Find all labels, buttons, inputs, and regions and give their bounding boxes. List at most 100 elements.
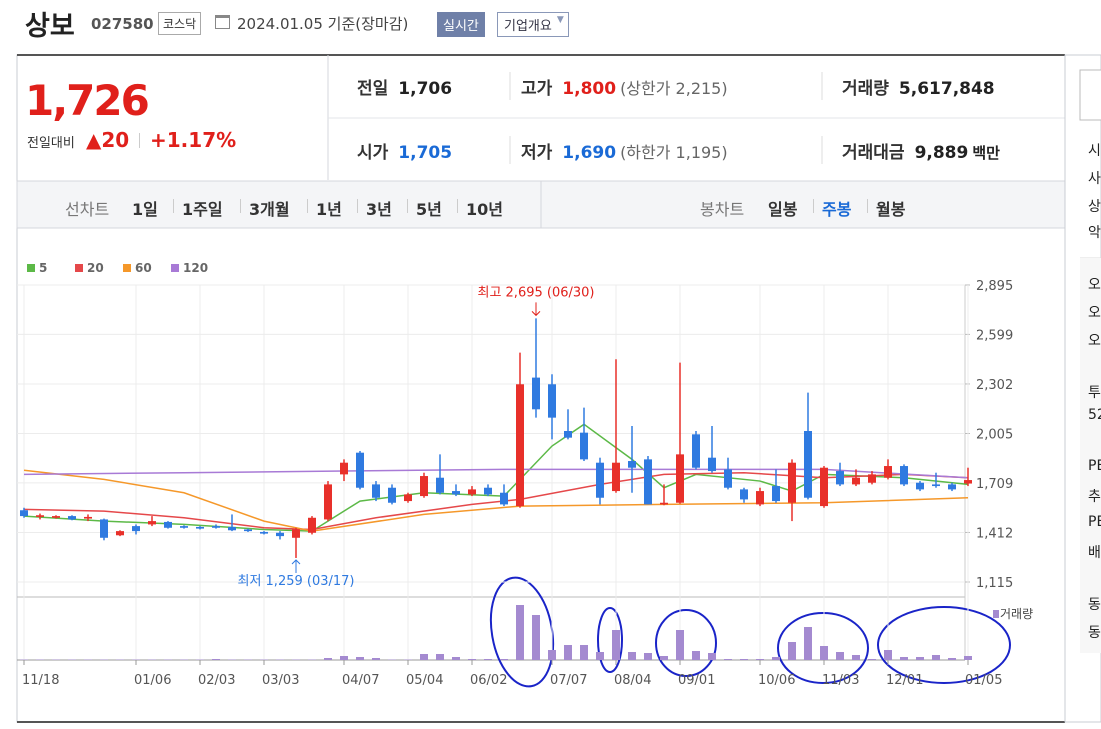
candle-body [596,462,604,498]
change-value: 20 [101,128,130,152]
volume-bar [724,659,732,660]
candle-body [372,484,380,498]
y-tick-label: 1,115 [976,576,1013,591]
tab[interactable]: 5년 [416,200,442,219]
tab[interactable]: 1일 [132,200,158,219]
candle-body [420,476,428,497]
volume-bar [516,605,524,660]
candle-body [116,531,124,536]
tab[interactable]: 1년 [316,200,342,219]
stat: 거래량 5,617,848 [842,74,995,99]
candle-body [644,459,652,505]
candle-body [548,384,556,418]
sidebar-text: 오 [1088,333,1101,349]
candle-body [660,502,668,505]
stat-unit: 백만 [972,144,1000,162]
sidebar-text: 상 [1088,199,1101,215]
candle-body [244,529,252,532]
volume-bar [852,655,860,660]
tab[interactable]: 일봉 [768,200,798,219]
sidebar-text: PE [1088,514,1101,530]
candle-body [292,529,300,538]
tab[interactable]: 3년 [366,200,392,219]
candle-body [580,432,588,460]
volume-bar [964,656,972,660]
candle-body [788,462,796,503]
stat-label: 거래대금 [842,143,905,163]
candle-body [964,480,972,484]
candle-body [516,384,524,507]
volume-bar [372,658,380,660]
tab[interactable]: 10년 [466,200,503,219]
volume-bar [468,659,476,660]
tab-divider [173,199,174,213]
candle-body [772,486,780,502]
legend-swatch [75,264,83,272]
stat: 거래대금 9,889 백만 [842,138,1000,163]
candle-body [948,484,956,490]
stat-value: 1,705 [398,143,453,163]
sidebar-input [1079,69,1101,121]
sidebar-text: 동 [1088,597,1101,613]
y-tick-label: 2,895 [976,279,1013,294]
x-tick-label: 01/06 [134,673,171,688]
volume-bar [788,642,796,660]
x-tick-label: 08/04 [614,673,651,688]
candle-body [52,516,60,518]
change: ▲20 [86,128,129,152]
volume-bar [772,657,780,660]
volume-bar [948,658,956,660]
volume-bar [212,659,220,660]
stock-name: 상보 [25,11,75,42]
candle-body [532,377,540,410]
volume-bar [532,615,540,660]
tab-divider [240,199,241,213]
tab-divider [457,199,458,213]
tab[interactable]: 월봉 [876,200,906,219]
x-tick-label: 02/03 [198,673,235,688]
candle-body [756,491,764,505]
candle-body [900,466,908,485]
candle-body [196,526,204,529]
candle-body [676,454,684,503]
x-tick-label: 09/01 [678,673,715,688]
candle-body [20,510,28,517]
date: 2024.01.05 기준(장마감) [237,15,409,33]
stat-value: 1,690 [562,143,617,163]
sidebar-text: 투 [1088,385,1101,401]
candle-body [436,477,444,493]
candle-body [740,489,748,500]
tab[interactable]: 3개월 [249,200,290,219]
tab-label: 선차트 [65,200,110,219]
volume-bar [708,653,716,660]
volume-bar [500,659,508,660]
volume-bar [628,652,636,660]
legend-label: 120 [183,261,208,275]
candle-body [36,515,44,517]
tab[interactable]: 주봉 [822,200,852,219]
sidebar-text: PE [1088,458,1101,474]
volume-bar [340,656,348,660]
sidebar-text: 오 [1088,305,1101,321]
candle-body [628,461,636,468]
candle-body [260,531,268,534]
change-pct: +1.17% [150,128,237,152]
candle-body [868,474,876,483]
legend-swatch [27,264,35,272]
sidebar-text: 사 [1088,171,1101,187]
volume-bar [676,630,684,660]
sidebar-text: 오 [1088,277,1101,293]
tab[interactable]: 1주일 [182,200,223,219]
company-button[interactable]: 기업개요 ▼ [497,12,569,37]
realtime-button[interactable]: 실시간 [437,12,485,37]
volume-bar [692,651,700,660]
candle-body [148,521,156,525]
legend-label: 60 [135,261,152,275]
candle-body [388,487,396,503]
candle-body [916,482,924,490]
volume-bar [740,659,748,660]
volume-bar [580,645,588,660]
volume-bar [884,650,892,660]
stat-label: 저가 [521,143,553,163]
